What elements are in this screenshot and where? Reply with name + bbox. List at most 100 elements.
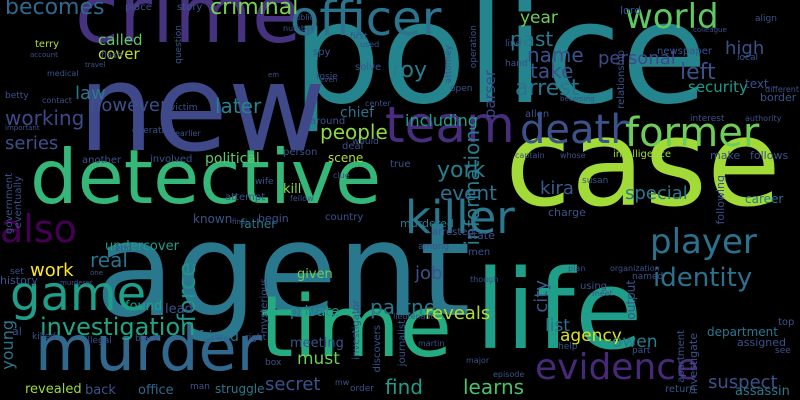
word-history: history — [0, 274, 38, 287]
word-parser: parser — [481, 70, 499, 119]
word-security: security — [688, 78, 748, 96]
word-medical: medical — [47, 69, 79, 78]
word-father: father — [240, 217, 277, 231]
word-becomes: becomes — [5, 0, 105, 20]
word-later: later — [215, 94, 262, 118]
word-department: department — [707, 325, 778, 339]
word-men: men — [468, 247, 491, 258]
word-journalist: journalist — [397, 320, 408, 367]
word-city: city — [531, 280, 552, 313]
word-question: question — [174, 25, 184, 64]
word-public: public — [290, 13, 315, 22]
word-work: work — [30, 260, 74, 281]
word-case: case — [505, 95, 781, 234]
word-among: among — [418, 242, 450, 252]
word-past: past — [510, 27, 554, 51]
word-deal: deal — [342, 141, 364, 152]
word-open: open — [450, 84, 473, 94]
word-lord: lord — [620, 4, 642, 17]
word-important: important — [5, 124, 40, 132]
word-private: private — [290, 304, 340, 320]
word-office: office — [138, 383, 174, 398]
word-black: black — [135, 334, 159, 344]
word-discovers: discovers — [372, 325, 383, 373]
word-clue: clue — [333, 171, 350, 180]
word-another: another — [82, 155, 122, 166]
word-susan: susan — [582, 176, 609, 186]
word-around: around — [310, 116, 346, 127]
word-allen: allen — [525, 109, 550, 120]
word-right: right — [245, 333, 267, 343]
word-meet: meet — [592, 289, 613, 298]
word-life: life — [475, 246, 643, 374]
word-given: given — [297, 267, 333, 282]
word-killed: killed — [32, 332, 56, 342]
word-high: high — [725, 38, 765, 59]
word-special: special — [625, 183, 688, 204]
word-man: man — [190, 382, 210, 392]
word-meeting: meeting — [290, 336, 344, 351]
word-border: border — [760, 91, 797, 104]
word-return: return — [665, 384, 696, 395]
word-player: player — [650, 222, 757, 262]
word-relationship: relationship — [616, 50, 627, 109]
word-chief: chief — [340, 105, 375, 121]
word-officer: officer — [290, 0, 442, 47]
word-world: world — [625, 0, 719, 37]
word-line: line — [505, 39, 522, 49]
word-arrest: arrest — [515, 76, 580, 101]
word-part: part — [632, 346, 651, 356]
word-em: em — [268, 71, 280, 79]
word-arrested: arrested — [432, 227, 474, 238]
word-though: though — [470, 275, 499, 284]
word-personal: personal — [598, 48, 676, 69]
word-center: center — [365, 99, 391, 108]
word-lead: lead — [165, 302, 193, 317]
word-see: see — [775, 346, 791, 356]
word-using: using — [580, 281, 608, 292]
word-year: year — [520, 8, 558, 28]
word-investigate: investigate — [687, 333, 700, 395]
word-working: working — [5, 106, 85, 130]
word-set: set — [10, 267, 24, 277]
word-true: true — [390, 159, 411, 170]
word-box: box — [265, 358, 282, 368]
word-whose: whose — [560, 151, 586, 160]
word-owen: owen — [612, 332, 658, 352]
word-must: must — [297, 349, 340, 369]
word-top: top — [778, 317, 795, 328]
word-place: place — [125, 2, 152, 13]
word-interest: interest — [690, 114, 725, 124]
word-political: political — [205, 151, 260, 167]
word-text: text — [745, 77, 769, 91]
word-different: different — [765, 85, 799, 94]
word-number: number — [283, 24, 315, 33]
word-mw: mw — [335, 378, 350, 387]
word-charge: charge — [548, 206, 586, 219]
word-name: name — [527, 43, 584, 67]
word-time: time — [260, 278, 453, 377]
word-assigned: assigned — [737, 336, 786, 349]
word-order: order — [350, 384, 374, 394]
word-major: major — [466, 356, 490, 365]
word-follows: follows — [750, 149, 789, 162]
word-agent: agent — [95, 194, 471, 346]
word-martin: martin — [418, 339, 445, 348]
word-eventually: eventually — [13, 176, 24, 229]
word-country: country — [325, 212, 364, 223]
word-learns: learns — [463, 375, 525, 399]
word-final: final — [232, 218, 248, 226]
word-apartment: apartment — [676, 330, 687, 383]
word-victim: victim — [170, 103, 198, 113]
word-however: however — [90, 95, 168, 116]
word-event: event — [440, 181, 497, 205]
word-job: job — [415, 263, 443, 284]
word-output: output — [624, 280, 638, 320]
word-people: people — [320, 120, 388, 144]
word-plan: plan — [568, 264, 586, 273]
word-series: series — [5, 133, 59, 154]
word-detective: detective — [30, 133, 382, 221]
word-rosie: rosie — [316, 72, 338, 82]
word-mysterious: mysterious — [259, 278, 270, 334]
